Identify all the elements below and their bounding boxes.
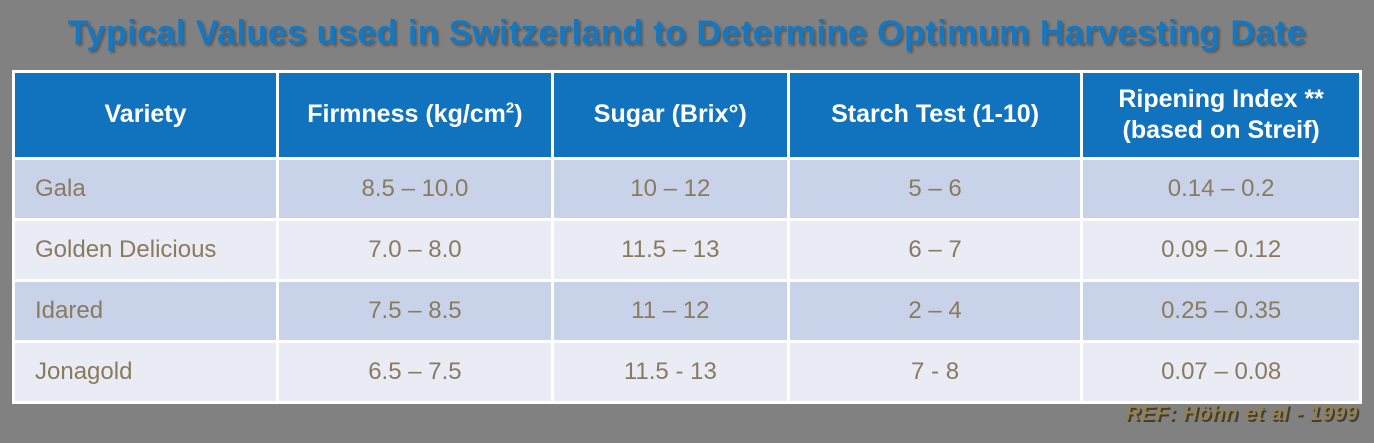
table-row-gala: Gala 8.5 – 10.0 10 – 12 5 – 6 0.14 – 0.2 <box>15 160 1359 218</box>
cell-ripening: 0.25 – 0.35 <box>1083 282 1359 340</box>
reference-note: REF: Höhn et al - 1999 <box>1125 402 1358 425</box>
cell-starch: 6 – 7 <box>789 221 1081 279</box>
cell-sugar: 11.5 – 13 <box>553 221 787 279</box>
column-header-starch-label: Starch Test (1-10) <box>831 100 1040 129</box>
cell-starch: 5 – 6 <box>789 160 1081 218</box>
column-header-sugar-label: Sugar (Brix°) <box>593 100 747 129</box>
cell-starch: 2 – 4 <box>789 282 1081 340</box>
column-header-firmness-label: Firmness (kg/cm <box>307 100 506 129</box>
cell-variety: Gala <box>15 160 277 218</box>
table-row-jonagold: Jonagold 6.5 – 7.5 11.5 - 13 7 - 8 0.07 … <box>15 343 1359 401</box>
cell-variety: Idared <box>15 282 277 340</box>
cell-firmness: 7.0 – 8.0 <box>279 221 551 279</box>
table-row-idared: Idared 7.5 – 8.5 11 – 12 2 – 4 0.25 – 0.… <box>15 282 1359 340</box>
column-header-ripening-line2: (based on Streif) <box>1122 116 1320 144</box>
cell-firmness: 7.5 – 8.5 <box>279 282 551 340</box>
cell-firmness: 6.5 – 7.5 <box>279 343 551 401</box>
column-header-ripening: Ripening Index ** (based on Streif) <box>1083 73 1359 157</box>
cell-ripening: 0.07 – 0.08 <box>1083 343 1359 401</box>
cell-starch: 7 - 8 <box>789 343 1081 401</box>
page-title: Typical Values used in Switzerland to De… <box>67 14 1307 52</box>
harvest-values-table-container: Variety Firmness (kg/cm2) Sugar (Brix°) … <box>12 70 1362 404</box>
cell-firmness: 8.5 – 10.0 <box>279 160 551 218</box>
cell-ripening: 0.09 – 0.12 <box>1083 221 1359 279</box>
column-header-firmness-suffix: ) <box>514 100 523 129</box>
column-header-ripening-line1: Ripening Index ** <box>1118 84 1324 113</box>
harvest-values-table: Variety Firmness (kg/cm2) Sugar (Brix°) … <box>12 70 1362 404</box>
column-header-variety: Variety <box>15 73 277 157</box>
column-header-starch: Starch Test (1-10) <box>789 73 1081 157</box>
cell-ripening: 0.14 – 0.2 <box>1083 160 1359 218</box>
header-row: Variety Firmness (kg/cm2) Sugar (Brix°) … <box>15 73 1359 157</box>
cell-sugar: 10 – 12 <box>553 160 787 218</box>
column-header-sugar: Sugar (Brix°) <box>553 73 787 157</box>
column-header-firmness-superscript: 2 <box>505 100 515 118</box>
cell-variety: Golden Delicious <box>15 221 277 279</box>
cell-sugar: 11.5 - 13 <box>553 343 787 401</box>
column-header-variety-label: Variety <box>104 100 187 129</box>
column-header-firmness: Firmness (kg/cm2) <box>279 73 551 157</box>
cell-variety: Jonagold <box>15 343 277 401</box>
cell-sugar: 11 – 12 <box>553 282 787 340</box>
table-row-golden-delicious: Golden Delicious 7.0 – 8.0 11.5 – 13 6 –… <box>15 221 1359 279</box>
